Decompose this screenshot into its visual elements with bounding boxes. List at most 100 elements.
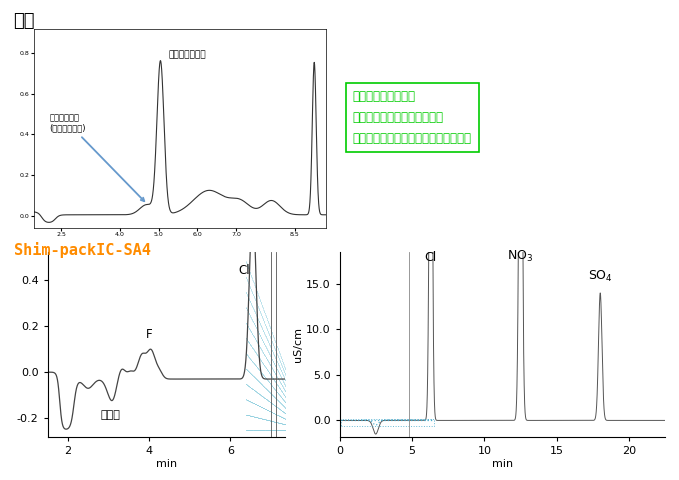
Point bbox=[260, 353, 271, 361]
Point bbox=[274, 362, 285, 370]
Point bbox=[268, 418, 278, 425]
Point bbox=[247, 372, 258, 379]
Point bbox=[263, 397, 274, 405]
Point bbox=[244, 426, 255, 434]
Point bbox=[270, 418, 280, 426]
Point bbox=[251, 426, 261, 434]
Point bbox=[258, 305, 269, 313]
Text: Cl: Cl bbox=[424, 251, 437, 264]
Point bbox=[243, 353, 254, 360]
Point bbox=[261, 333, 272, 341]
Point bbox=[251, 376, 262, 384]
Point bbox=[247, 371, 258, 379]
Point bbox=[268, 418, 279, 425]
Point bbox=[247, 399, 258, 407]
Point bbox=[251, 298, 261, 306]
Point bbox=[253, 293, 264, 300]
Point bbox=[253, 329, 264, 337]
Point bbox=[257, 316, 268, 324]
Point bbox=[276, 382, 287, 389]
Point bbox=[267, 374, 278, 382]
Point bbox=[262, 386, 273, 394]
Point bbox=[242, 293, 253, 301]
Point bbox=[271, 356, 282, 363]
Point bbox=[246, 272, 257, 279]
Point bbox=[277, 388, 288, 396]
Point bbox=[243, 397, 254, 405]
Point bbox=[278, 373, 289, 381]
Point bbox=[261, 354, 272, 362]
Point bbox=[244, 339, 255, 347]
Point bbox=[254, 355, 265, 362]
Point bbox=[249, 295, 260, 302]
Point bbox=[250, 374, 261, 382]
Point bbox=[244, 326, 255, 334]
Point bbox=[271, 341, 282, 349]
Point bbox=[255, 414, 266, 422]
Point bbox=[279, 392, 290, 400]
Point bbox=[267, 417, 278, 425]
Point bbox=[251, 324, 261, 332]
Point bbox=[255, 391, 265, 398]
Point bbox=[244, 412, 255, 420]
Point bbox=[268, 357, 278, 364]
Point bbox=[257, 370, 268, 377]
Point bbox=[272, 419, 282, 426]
Point bbox=[280, 405, 291, 412]
Point bbox=[265, 398, 276, 406]
Point bbox=[251, 300, 262, 308]
Point bbox=[272, 404, 282, 411]
Point bbox=[257, 370, 268, 377]
Point bbox=[249, 413, 260, 420]
Point bbox=[263, 426, 274, 434]
Point bbox=[254, 366, 265, 374]
Point bbox=[254, 354, 265, 362]
Point bbox=[256, 300, 267, 308]
Point bbox=[247, 316, 258, 324]
Point bbox=[276, 413, 287, 421]
Point bbox=[251, 375, 261, 383]
Point bbox=[248, 305, 259, 313]
Point bbox=[273, 368, 284, 376]
Point bbox=[242, 307, 253, 315]
Point bbox=[268, 400, 278, 408]
Point bbox=[274, 349, 285, 357]
Point bbox=[264, 398, 275, 406]
Point bbox=[271, 426, 282, 434]
Point bbox=[280, 409, 291, 417]
Point bbox=[266, 328, 277, 336]
Point bbox=[275, 366, 286, 374]
Point bbox=[251, 285, 261, 292]
Point bbox=[270, 394, 280, 402]
Point bbox=[274, 371, 285, 379]
Point bbox=[262, 416, 273, 424]
Point bbox=[251, 401, 262, 408]
Point bbox=[277, 426, 288, 434]
Point bbox=[259, 351, 270, 359]
Point bbox=[276, 394, 287, 402]
Point bbox=[252, 376, 263, 384]
Point bbox=[259, 373, 270, 381]
Point bbox=[243, 411, 254, 419]
Point bbox=[261, 375, 272, 383]
Point bbox=[278, 362, 289, 370]
Point bbox=[270, 354, 280, 361]
Point bbox=[256, 392, 267, 399]
Point bbox=[259, 340, 270, 348]
Point bbox=[250, 296, 261, 304]
Point bbox=[260, 364, 271, 372]
Point bbox=[257, 381, 268, 389]
Point bbox=[274, 412, 285, 420]
Point bbox=[266, 346, 277, 354]
Point bbox=[254, 390, 265, 398]
Point bbox=[242, 411, 253, 419]
Point bbox=[272, 359, 283, 367]
Point bbox=[251, 285, 261, 293]
Point bbox=[254, 367, 265, 374]
Point bbox=[268, 418, 279, 425]
Point bbox=[251, 401, 262, 408]
Point bbox=[279, 385, 290, 393]
Point bbox=[240, 258, 251, 265]
Point bbox=[260, 343, 271, 350]
Point bbox=[270, 410, 280, 418]
